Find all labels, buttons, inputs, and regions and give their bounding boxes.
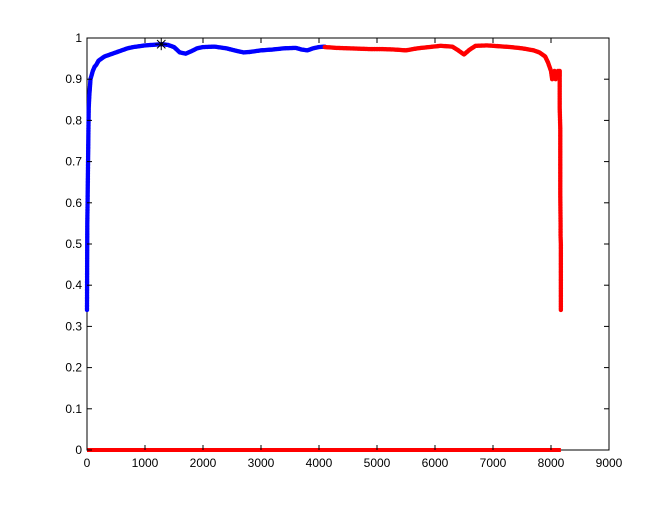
- y-tick-label: 0.1: [65, 402, 82, 416]
- x-tick-label: 2000: [190, 456, 217, 470]
- y-tick-label: 0.2: [65, 361, 82, 375]
- y-tick-label: 0.3: [65, 319, 82, 333]
- x-tick-label: 5000: [364, 456, 391, 470]
- series-1: [322, 43, 564, 313]
- axes-layer: 0 1000 2000 3000 4000 5000 6000 7000 8000 9000 0 0.…: [65, 31, 622, 470]
- x-tick-label: 7000: [480, 456, 507, 470]
- y-tick-label: 0.4: [65, 278, 82, 292]
- y-tick-label: 0.5: [65, 237, 82, 251]
- y-tick-label: 0: [75, 443, 82, 457]
- series-3: [155, 38, 168, 51]
- x-tick-label: 4000: [306, 456, 333, 470]
- data-point: [558, 307, 564, 313]
- series-layer: [84, 38, 564, 452]
- series-0: [84, 41, 327, 313]
- x-tick-label: 8000: [538, 456, 565, 470]
- y-tick-label: 0.7: [65, 155, 82, 169]
- x-tick-label: 1000: [132, 456, 159, 470]
- x-tick-label: 6000: [422, 456, 449, 470]
- x-tick-label: 0: [84, 456, 91, 470]
- x-tick-label: 3000: [248, 456, 275, 470]
- y-tick-label: 1: [75, 31, 82, 45]
- y-tick-label: 0.9: [65, 72, 82, 86]
- y-tick-label: 0.8: [65, 113, 82, 127]
- x-tick-label: 9000: [596, 456, 623, 470]
- plot-area: [86, 37, 610, 451]
- star-marker: [155, 38, 168, 51]
- y-tick-label: 0.6: [65, 196, 82, 210]
